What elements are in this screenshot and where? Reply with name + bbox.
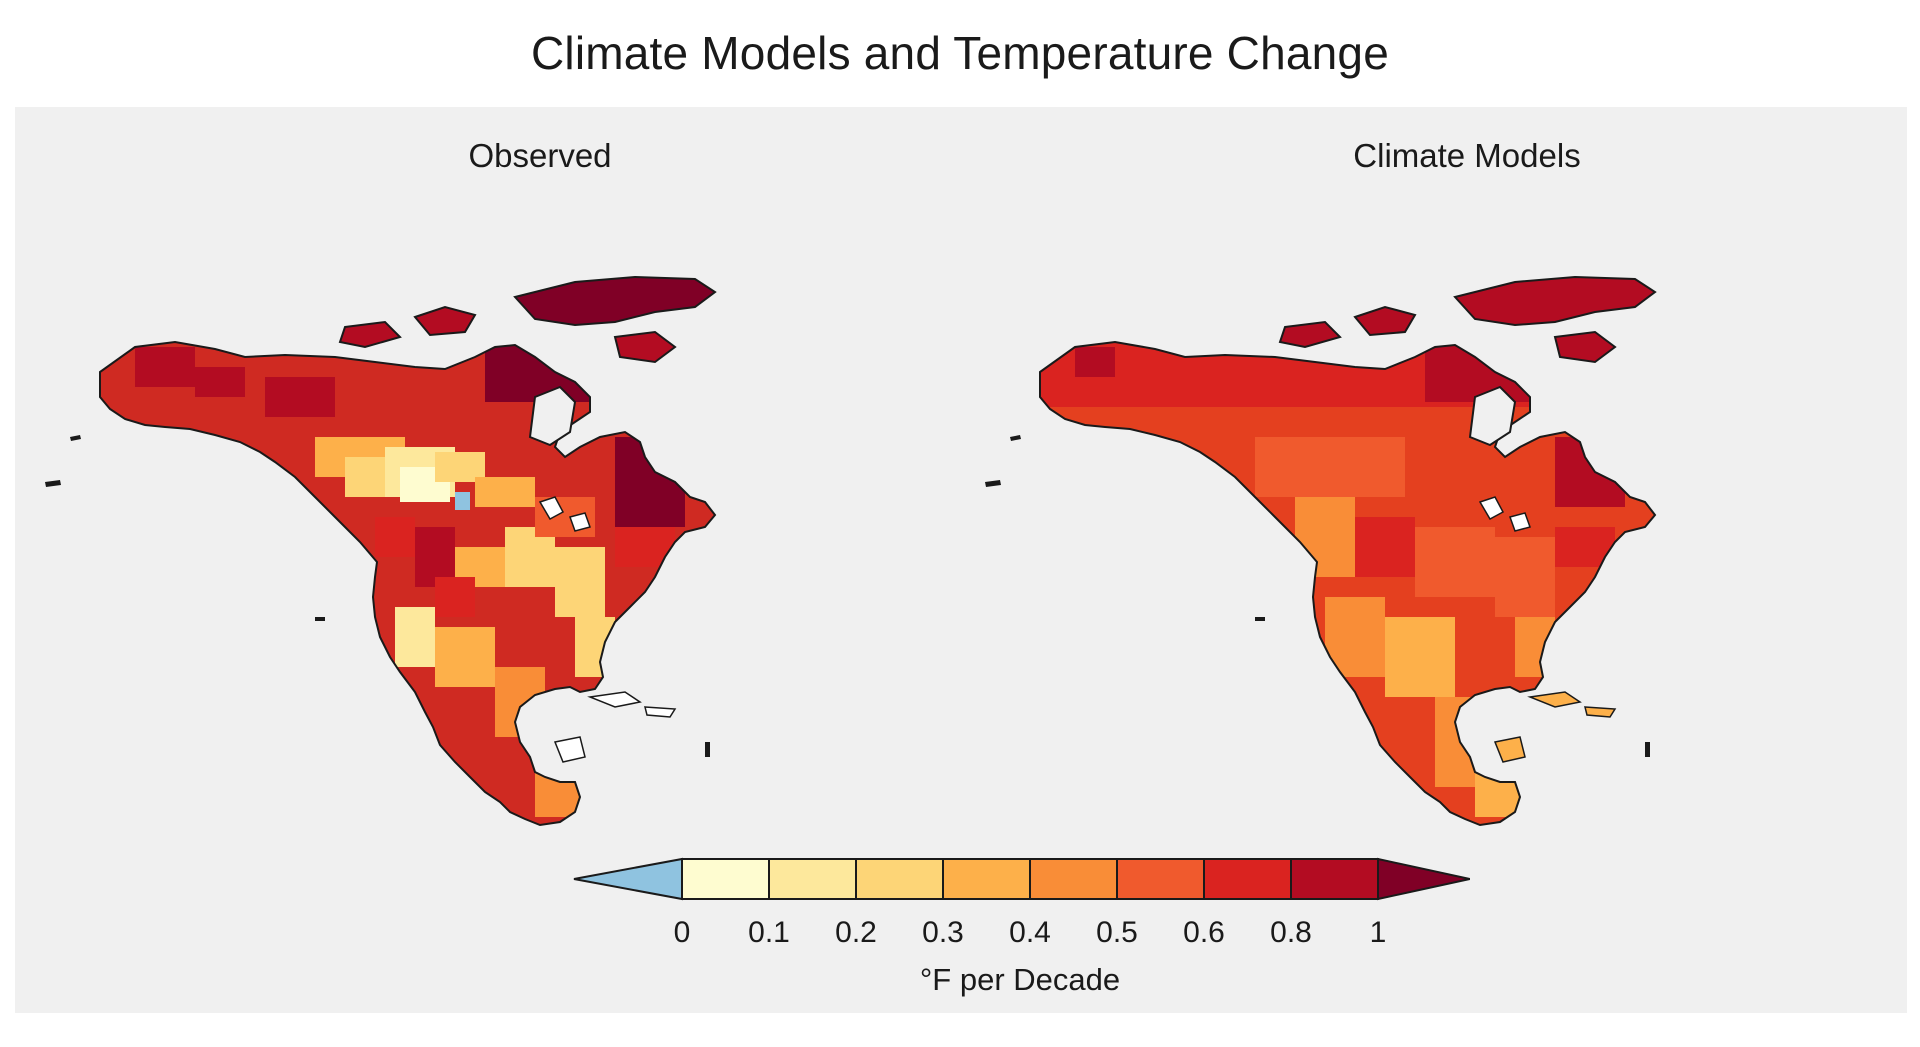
colorbar-tick-label: 0.5	[1096, 916, 1138, 949]
colorbar-tick-label: 0	[673, 916, 691, 949]
colorbar-tick-label: 0.1	[748, 916, 790, 949]
colorbar-under-arrow	[573, 857, 683, 901]
colorbar-tick-label: 0.6	[1183, 916, 1225, 949]
colorbar-swatch	[768, 858, 857, 900]
colorbar-swatch	[1203, 858, 1292, 900]
colorbar-tick-label: 0.8	[1270, 916, 1312, 949]
observed-map	[45, 275, 717, 826]
colorbar-swatch	[1029, 858, 1118, 900]
models-map	[985, 275, 1657, 826]
colorbar-swatch	[942, 858, 1031, 900]
colorbar-swatch	[1290, 858, 1379, 900]
colorbar-swatch	[681, 858, 770, 900]
colorbar-over-arrow	[1377, 857, 1470, 901]
colorbar-swatch	[855, 858, 944, 900]
figure-title: Climate Models and Temperature Change	[530, 27, 1390, 79]
colorbar-tick-label: 0.4	[1009, 916, 1051, 949]
colorbar-swatch	[1116, 858, 1205, 900]
figure-panel: Observed Climate Models	[15, 107, 1907, 1013]
colorbar	[573, 857, 1470, 901]
legend-label: °F per Decade	[919, 962, 1121, 997]
models-map-title: Climate Models	[1353, 137, 1581, 174]
colorbar-tick-label: 0.2	[835, 916, 877, 949]
colorbar-tick-label: 1	[1369, 916, 1387, 949]
observed-map-title: Observed	[468, 137, 612, 174]
color-legend: 0 0.1 0.2 0.3 0.4 0.5 0.6 0.8 1 °F per Decade	[570, 857, 1470, 1007]
colorbar-tick-label: 0.3	[922, 916, 964, 949]
